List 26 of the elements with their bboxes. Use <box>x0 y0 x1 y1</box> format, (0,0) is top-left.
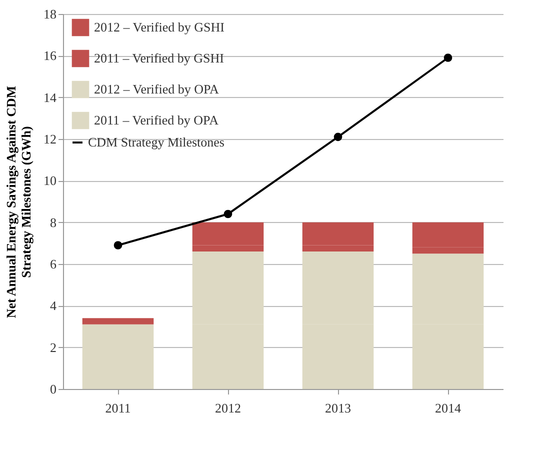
point <box>444 54 452 62</box>
legend-label: CDM Strategy Milestones <box>88 134 224 150</box>
point <box>114 241 122 250</box>
y-tick-label: 0 <box>50 382 56 396</box>
y-tick-label: 14 <box>44 90 57 105</box>
y-tick-label: 6 <box>50 256 57 272</box>
point <box>334 132 342 142</box>
x-tick-label: 2014 <box>435 400 462 416</box>
x-tick-label: 2013 <box>325 400 351 416</box>
legend-label: 2012 – Verified by OPA <box>94 82 220 96</box>
y-tick-label: 4 <box>50 298 57 314</box>
legend-label: 2011 – Verified by GSHI <box>94 50 224 66</box>
bar <box>82 318 154 324</box>
y-tick-label: 16 <box>44 48 57 64</box>
legend-label: 2011 – Verified by OPA <box>94 112 220 128</box>
bar <box>82 324 154 389</box>
y-tick-label: 18 <box>44 6 56 22</box>
x-tick-label: 2011 <box>105 400 131 416</box>
y-tick-label: 2 <box>50 340 56 355</box>
y-axis-title: Net Annual Energy Savings Against CDM Strategy Milestones (GWh) <box>4 86 34 318</box>
y-tick-label: 8 <box>50 214 56 230</box>
x-tick-label: 2012 <box>215 400 241 416</box>
y-tick-label: 10 <box>44 173 56 188</box>
legend-label: 2012 – Verified by GSHI <box>94 20 224 34</box>
y-tick-label: 12 <box>44 132 56 146</box>
point <box>224 210 232 218</box>
